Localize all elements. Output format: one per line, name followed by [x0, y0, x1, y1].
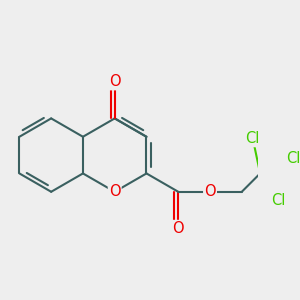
Text: Cl: Cl: [246, 131, 260, 146]
Text: Cl: Cl: [286, 151, 300, 166]
Text: Cl: Cl: [271, 194, 286, 208]
Text: O: O: [204, 184, 216, 199]
Text: O: O: [109, 184, 121, 199]
Text: O: O: [109, 74, 121, 89]
Text: O: O: [172, 221, 184, 236]
